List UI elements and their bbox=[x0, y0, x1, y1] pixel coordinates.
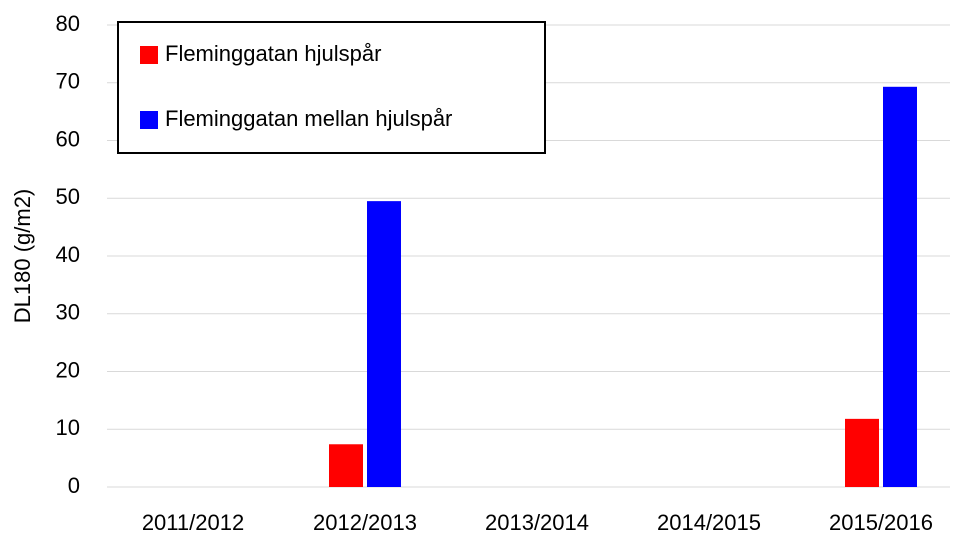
legend-swatch bbox=[140, 46, 158, 64]
legend-swatch bbox=[140, 111, 158, 129]
y-tick-label: 70 bbox=[56, 69, 80, 94]
y-tick-label: 80 bbox=[56, 11, 80, 36]
x-tick-label: 2015/2016 bbox=[829, 510, 933, 535]
bar bbox=[329, 444, 363, 487]
x-tick-label: 2014/2015 bbox=[657, 510, 761, 535]
y-tick-label: 0 bbox=[68, 473, 80, 498]
y-tick-label: 60 bbox=[56, 126, 80, 151]
x-tick-label: 2011/2012 bbox=[142, 510, 244, 535]
legend-box bbox=[117, 21, 546, 154]
y-tick-label: 40 bbox=[56, 242, 80, 267]
y-tick-label: 20 bbox=[56, 357, 80, 382]
x-tick-label: 2013/2014 bbox=[485, 510, 589, 535]
bar bbox=[845, 418, 879, 487]
y-tick-label: 30 bbox=[56, 300, 80, 325]
y-tick-label: 10 bbox=[56, 415, 80, 440]
bar bbox=[367, 201, 401, 487]
legend-label: Fleminggatan hjulspår bbox=[165, 41, 381, 66]
x-tick-label: 2012/2013 bbox=[313, 510, 417, 535]
legend-label: Fleminggatan mellan hjulspår bbox=[165, 106, 452, 131]
bar bbox=[883, 86, 917, 487]
y-axis-label: DL180 (g/m2) bbox=[10, 189, 35, 324]
y-tick-label: 50 bbox=[56, 184, 80, 209]
